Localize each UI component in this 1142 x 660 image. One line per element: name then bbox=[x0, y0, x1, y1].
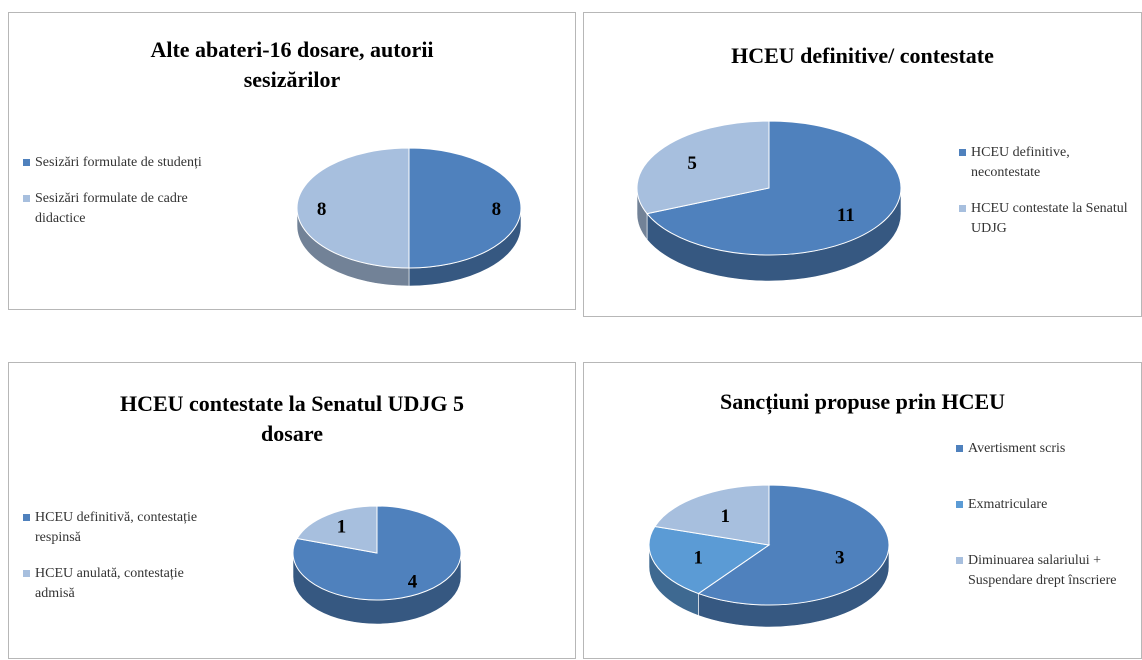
pie-data-label: 3 bbox=[835, 547, 845, 568]
pie-chart: 3 11 bbox=[648, 484, 890, 628]
legend-label: HCEU definitivă, contestație respinsă bbox=[35, 510, 198, 545]
pie-data-label: 8 bbox=[492, 199, 502, 220]
pie-data-label: 1 bbox=[337, 517, 347, 538]
pie-data-label: 11 bbox=[837, 205, 855, 226]
pie-chart: 41 bbox=[292, 505, 462, 625]
legend-entry: HCEU contestate la Senatul UDJG bbox=[959, 199, 1129, 239]
legend-label: HCEU contestate la Senatul UDJG bbox=[971, 201, 1128, 236]
pie-data-label: 8 bbox=[317, 199, 327, 220]
legend-label: HCEU definitive, necontestate bbox=[971, 145, 1070, 180]
legend-entry: Diminuarea salariului + Suspendare drept… bbox=[956, 551, 1136, 591]
legend-label: HCEU anulată, contestație admisă bbox=[35, 566, 184, 601]
pie-data-label: 1 bbox=[693, 547, 703, 568]
legend-label: Diminuarea salariului + Suspendare drept… bbox=[968, 553, 1117, 588]
legend-entry: Sesizări formulate de cadre didactice bbox=[23, 189, 213, 229]
pie-slice bbox=[296, 505, 378, 554]
pie-slice bbox=[408, 147, 522, 269]
legend-swatch bbox=[23, 159, 30, 166]
legend-swatch bbox=[956, 557, 963, 564]
legend-swatch bbox=[959, 205, 966, 212]
pie-slice bbox=[636, 120, 770, 215]
chart-legend: HCEU definitive, necontestate HCEU contes… bbox=[959, 143, 1129, 255]
legend-label: Avertisment scris bbox=[968, 441, 1066, 456]
chart-legend: HCEU definitivă, contestație respinsă HCE… bbox=[23, 508, 223, 620]
legend-entry: Avertisment scris bbox=[956, 439, 1136, 459]
legend-label: Sesizări formulate de cadre didactice bbox=[35, 191, 188, 226]
chart-legend: Sesizări formulate de studenți Sesizări f… bbox=[23, 153, 213, 245]
pie-data-label: 1 bbox=[721, 506, 731, 527]
chart-panel: Sancțiuni propuse prin HCEU Avertisment s… bbox=[583, 362, 1142, 659]
legend-entry: Sesizări formulate de studenți bbox=[23, 153, 213, 173]
legend-entry: HCEU definitive, necontestate bbox=[959, 143, 1129, 183]
legend-swatch bbox=[23, 195, 30, 202]
chart-title: HCEU definitive/ contestate bbox=[731, 43, 994, 68]
legend-label: Exmatriculare bbox=[968, 497, 1048, 512]
pie-data-label: 4 bbox=[408, 571, 418, 592]
legend-swatch bbox=[23, 514, 30, 521]
legend-swatch bbox=[956, 501, 963, 508]
chart-panel: Alte abateri-16 dosare, autorii sesizări… bbox=[8, 12, 576, 310]
chart-panel: HCEU contestate la Senatul UDJG 5 dosare… bbox=[8, 362, 576, 659]
legend-entry: Exmatriculare bbox=[956, 495, 1136, 515]
legend-swatch bbox=[959, 149, 966, 156]
chart-title: Sancțiuni propuse prin HCEU bbox=[719, 389, 1006, 414]
chart-title: HCEU contestate la Senatul UDJG 5 dosare bbox=[119, 391, 465, 446]
chart-panel: HCEU definitive/ contestate HCEU definiti… bbox=[583, 12, 1142, 317]
pie-chart: 88 bbox=[296, 147, 522, 287]
pie-slice bbox=[646, 120, 902, 256]
chart-legend: Avertisment scris Exmatriculare Diminuarea… bbox=[956, 439, 1136, 627]
pie-slice bbox=[296, 147, 410, 269]
pie-data-label: 5 bbox=[687, 153, 697, 174]
pie-chart: 11 5 bbox=[636, 120, 902, 282]
legend-swatch bbox=[956, 445, 963, 452]
pie-slice bbox=[654, 484, 770, 546]
chart-title: Alte abateri-16 dosare, autorii sesizări… bbox=[150, 37, 434, 92]
legend-entry: HCEU definitivă, contestație respinsă bbox=[23, 508, 223, 548]
pie-slice bbox=[648, 525, 771, 595]
legend-label: Sesizări formulate de studenți bbox=[35, 155, 202, 170]
legend-entry: HCEU anulată, contestație admisă bbox=[23, 564, 223, 604]
pie-slice bbox=[697, 484, 890, 606]
legend-swatch bbox=[23, 570, 30, 577]
